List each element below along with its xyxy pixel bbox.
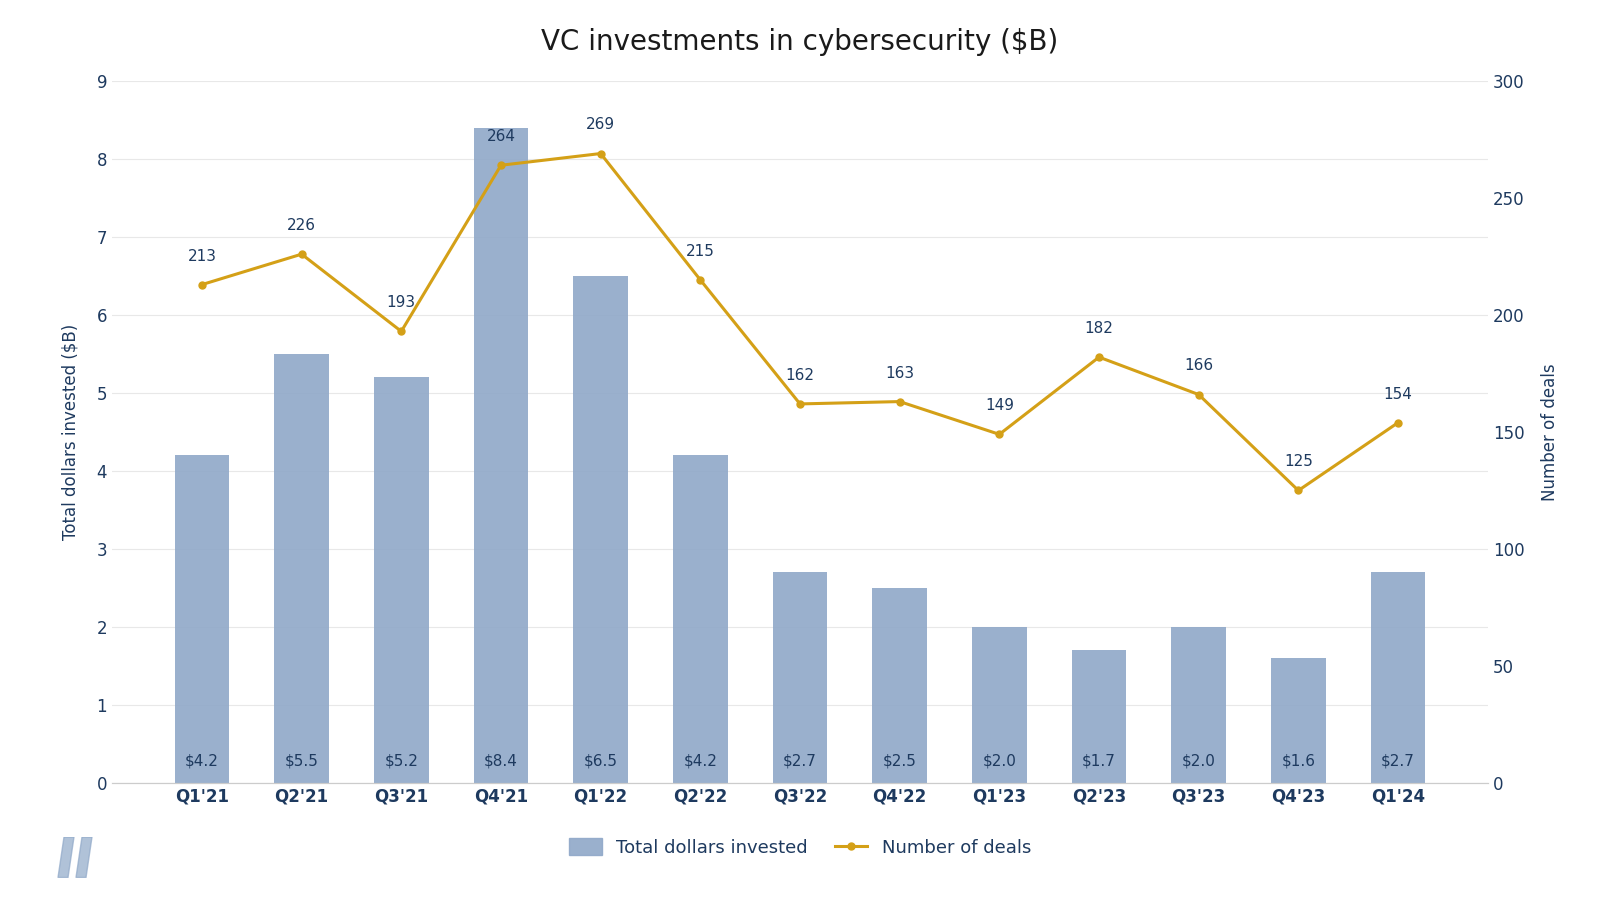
Bar	[274, 354, 330, 783]
Bar	[1270, 658, 1326, 783]
Text: 163: 163	[885, 365, 914, 381]
Bar	[1072, 651, 1126, 783]
Legend: Total dollars invested, Number of deals: Total dollars invested, Number of deals	[562, 832, 1038, 864]
Bar	[374, 377, 429, 783]
Text: $2.0: $2.0	[982, 754, 1016, 769]
Text: $1.6: $1.6	[1282, 754, 1315, 769]
Text: $2.7: $2.7	[1381, 754, 1414, 769]
Bar	[971, 627, 1027, 783]
Text: 215: 215	[686, 244, 715, 259]
Bar	[573, 276, 629, 783]
Text: 213: 213	[187, 248, 216, 264]
Text: 162: 162	[786, 368, 814, 382]
Bar	[174, 455, 229, 783]
Text: 193: 193	[387, 295, 416, 310]
Text: $2.0: $2.0	[1182, 754, 1216, 769]
Title: VC investments in cybersecurity ($B): VC investments in cybersecurity ($B)	[541, 29, 1059, 57]
Text: 226: 226	[286, 218, 317, 233]
Bar	[1171, 627, 1226, 783]
Text: $5.2: $5.2	[384, 754, 418, 769]
Text: 182: 182	[1085, 321, 1114, 336]
Text: $8.4: $8.4	[485, 754, 518, 769]
Text: $2.5: $2.5	[883, 754, 917, 769]
Bar	[773, 572, 827, 783]
Text: $4.2: $4.2	[683, 754, 717, 769]
Polygon shape	[77, 837, 93, 877]
Text: 166: 166	[1184, 358, 1213, 374]
Text: $6.5: $6.5	[584, 754, 618, 769]
Text: 269: 269	[586, 118, 616, 132]
Text: 154: 154	[1384, 387, 1413, 401]
Y-axis label: Number of deals: Number of deals	[1541, 364, 1558, 500]
Text: $5.5: $5.5	[285, 754, 318, 769]
Bar	[872, 588, 926, 783]
Bar	[1371, 572, 1426, 783]
Text: $2.7: $2.7	[782, 754, 818, 769]
Text: 149: 149	[986, 399, 1014, 413]
Bar	[474, 128, 528, 783]
Y-axis label: Total dollars invested ($B): Total dollars invested ($B)	[62, 324, 80, 540]
Text: 125: 125	[1283, 454, 1314, 470]
Polygon shape	[58, 837, 74, 877]
Text: 264: 264	[486, 130, 515, 144]
Text: $4.2: $4.2	[186, 754, 219, 769]
Bar	[674, 455, 728, 783]
Text: $1.7: $1.7	[1082, 754, 1115, 769]
